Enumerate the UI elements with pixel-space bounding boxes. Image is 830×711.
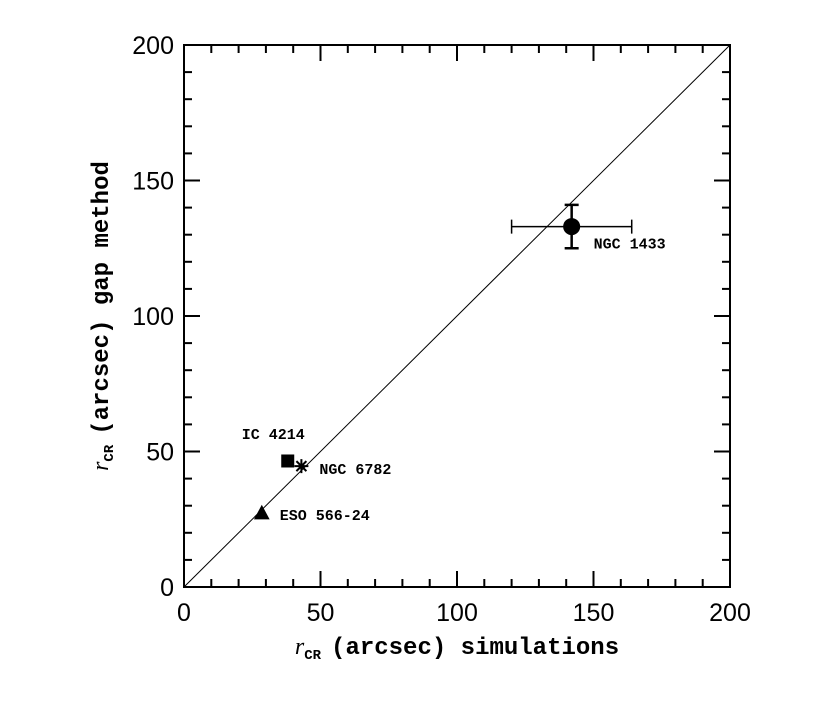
x-tick-label: 200 xyxy=(709,599,751,627)
point-label: IC 4214 xyxy=(242,427,305,444)
marker xyxy=(563,218,581,236)
point-label: NGC 6782 xyxy=(319,462,391,479)
data-point: NGC 6782 xyxy=(294,459,391,479)
y-tick-label: 200 xyxy=(132,32,174,60)
y-tick-label: 150 xyxy=(132,168,174,196)
x-tick-label: 100 xyxy=(436,599,478,627)
x-tick-label: 0 xyxy=(177,599,191,627)
marker xyxy=(281,454,295,468)
point-label: ESO 566-24 xyxy=(280,508,370,525)
data-point: ESO 566-24 xyxy=(253,504,370,525)
y-tick-label: 0 xyxy=(160,574,174,602)
marker xyxy=(294,459,309,474)
y-tick-label: 50 xyxy=(146,439,174,467)
y-tick-label: 100 xyxy=(132,303,174,331)
marker xyxy=(253,504,270,520)
x-tick-label: 50 xyxy=(307,599,335,627)
reference-line xyxy=(183,44,731,588)
data-point: IC 4214 xyxy=(242,427,305,468)
x-axis-label: rCR (arcsec) simulations xyxy=(295,634,619,664)
x-tick-label: 150 xyxy=(573,599,615,627)
point-label: NGC 1433 xyxy=(594,237,666,254)
y-axis-label: rCR(arcsec) gap method xyxy=(88,161,118,471)
data-point: NGC 1433 xyxy=(510,203,666,254)
